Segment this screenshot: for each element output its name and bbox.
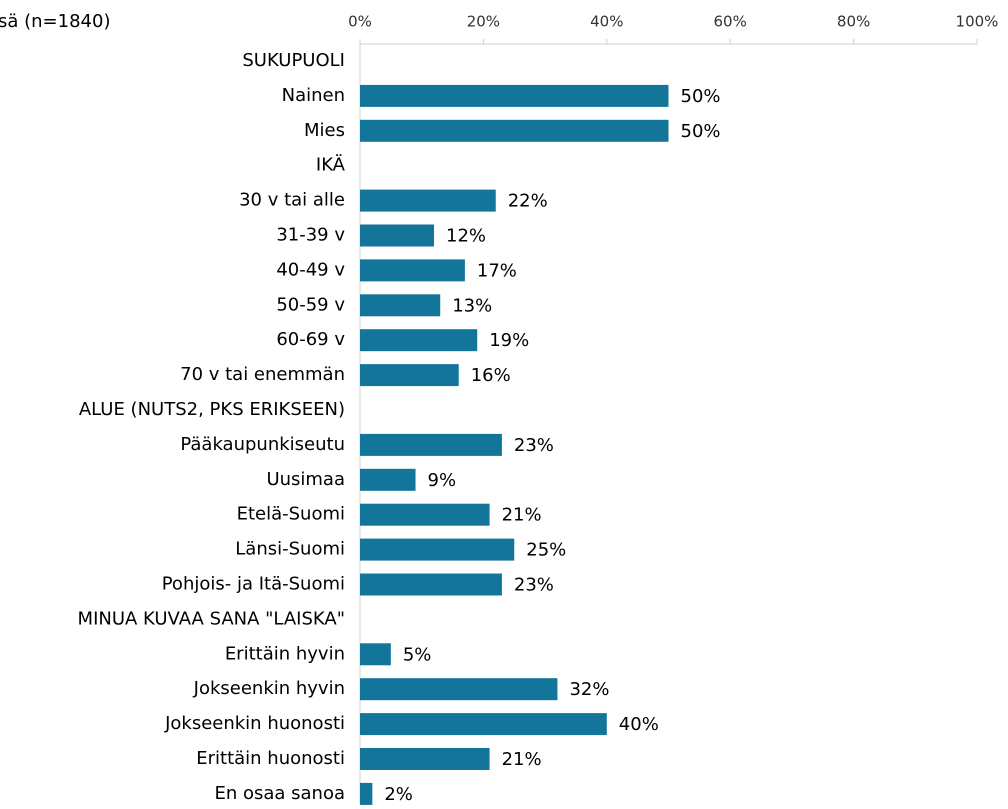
category-label: 31-39 v (276, 225, 345, 246)
value-label: 25% (526, 540, 566, 561)
bar (360, 329, 478, 352)
value-label: 22% (508, 191, 548, 212)
bar (360, 189, 496, 212)
value-label: 50% (681, 121, 721, 142)
bar (360, 503, 490, 526)
category-label: 70 v tai enemmän (180, 364, 345, 385)
bar (360, 294, 441, 317)
value-label: 23% (514, 575, 554, 596)
value-label: 9% (428, 470, 457, 491)
value-label: 23% (514, 435, 554, 456)
category-label: Erittäin huonosti (196, 748, 345, 769)
bar (360, 748, 490, 770)
category-label: Nainen (282, 85, 345, 106)
group-header: SUKUPUOLI (242, 50, 345, 71)
value-label: 40% (619, 714, 659, 735)
x-tick-label: 60% (714, 13, 747, 31)
value-label: 17% (477, 260, 517, 281)
category-label: Erittäin hyvin (225, 643, 345, 664)
bar (360, 433, 502, 456)
value-label: 32% (569, 679, 609, 700)
category-label: Mies (304, 120, 345, 141)
group-header: IKÄ (316, 155, 346, 176)
value-label: 13% (452, 295, 492, 316)
bar (360, 538, 515, 561)
value-label: 5% (403, 644, 432, 665)
category-label: Jokseenkin hyvin (193, 678, 345, 699)
bar (360, 84, 669, 107)
category-label: Uusimaa (266, 469, 345, 490)
category-label: En osaa sanoa (214, 783, 345, 804)
x-tick-label: 0% (348, 13, 372, 31)
category-label: Jokseenkin huonosti (164, 713, 345, 734)
bar (360, 573, 502, 596)
category-label: 50-59 v (276, 294, 345, 315)
bar (360, 713, 607, 736)
x-tick-label: 80% (837, 13, 870, 31)
value-label: 50% (681, 86, 721, 107)
value-label: 2% (384, 784, 413, 805)
category-label: Pääkaupunkiseutu (180, 434, 345, 455)
group-header: MINUA KUVAA SANA "LAISKA" (78, 608, 345, 629)
category-label: 40-49 v (276, 259, 345, 280)
category-label: Länsi-Suomi (235, 539, 345, 560)
value-label: 21% (502, 749, 542, 770)
x-tick-label: 40% (590, 13, 623, 31)
bar (360, 259, 465, 282)
bar (360, 643, 391, 666)
category-label: 30 v tai alle (239, 190, 345, 211)
value-label: 19% (489, 330, 529, 351)
value-label: 16% (471, 365, 511, 386)
x-tick-label: 20% (467, 13, 500, 31)
bar (360, 782, 373, 805)
bar (360, 468, 416, 491)
value-label: 12% (446, 226, 486, 247)
category-label: 60-69 v (276, 329, 345, 350)
bar (360, 364, 459, 387)
chart-title: sä (n=1840) (0, 11, 110, 32)
bar (360, 678, 558, 701)
value-label: 21% (502, 505, 542, 526)
category-label: Etelä-Suomi (237, 504, 345, 525)
bar (360, 224, 435, 247)
bar (360, 119, 669, 142)
category-label: Pohjois- ja Itä-Suomi (162, 574, 345, 595)
group-header: ALUE (NUTS2, PKS ERIKSEEN) (79, 399, 345, 420)
x-tick-label: 100% (956, 13, 999, 31)
